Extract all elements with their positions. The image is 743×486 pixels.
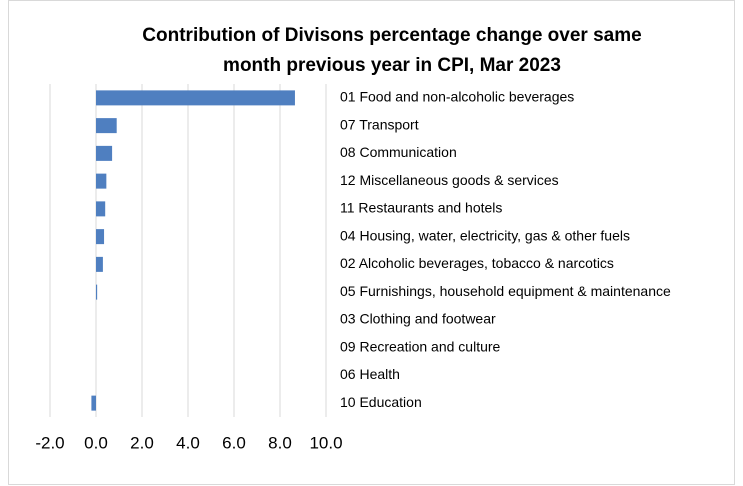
- category-label: 10 Education: [340, 394, 422, 410]
- x-tick-label: 6.0: [222, 433, 246, 452]
- x-tick-label: 8.0: [268, 433, 292, 452]
- category-label: 05 Furnishings, household equipment & ma…: [340, 283, 671, 299]
- category-label: 06 Health: [340, 366, 400, 382]
- x-tick-label: 0.0: [84, 433, 108, 452]
- category-label: 07 Transport: [340, 116, 419, 132]
- x-tick-label: 2.0: [130, 433, 154, 452]
- bar: [96, 284, 98, 300]
- bar: [96, 201, 106, 217]
- category-label: 04 Housing, water, electricity, gas & ot…: [340, 227, 630, 243]
- category-label: 11 Restaurants and hotels: [340, 200, 502, 216]
- chart-title: month previous year in CPI, Mar 2023: [223, 55, 561, 76]
- bar: [96, 145, 113, 161]
- bar: [96, 90, 295, 106]
- category-label: 08 Communication: [340, 144, 457, 160]
- bar: [91, 395, 96, 411]
- bar: [96, 173, 107, 189]
- category-label: 09 Recreation and culture: [340, 338, 501, 354]
- x-tick-label: -2.0: [35, 433, 64, 452]
- category-label: 03 Clothing and footwear: [340, 311, 496, 327]
- bar: [96, 256, 103, 272]
- category-label: 01 Food and non-alcoholic beverages: [340, 89, 574, 105]
- category-label: 02 Alcoholic beverages, tobacco & narcot…: [340, 255, 614, 271]
- chart-title: Contribution of Divisons percentage chan…: [142, 25, 641, 46]
- x-tick-label: 4.0: [176, 433, 200, 452]
- bar: [96, 118, 117, 134]
- x-tick-label: 10.0: [309, 433, 342, 452]
- bar: [96, 229, 105, 245]
- chart-border: [8, 0, 735, 485]
- category-label: 12 Miscellaneous goods & services: [340, 172, 559, 188]
